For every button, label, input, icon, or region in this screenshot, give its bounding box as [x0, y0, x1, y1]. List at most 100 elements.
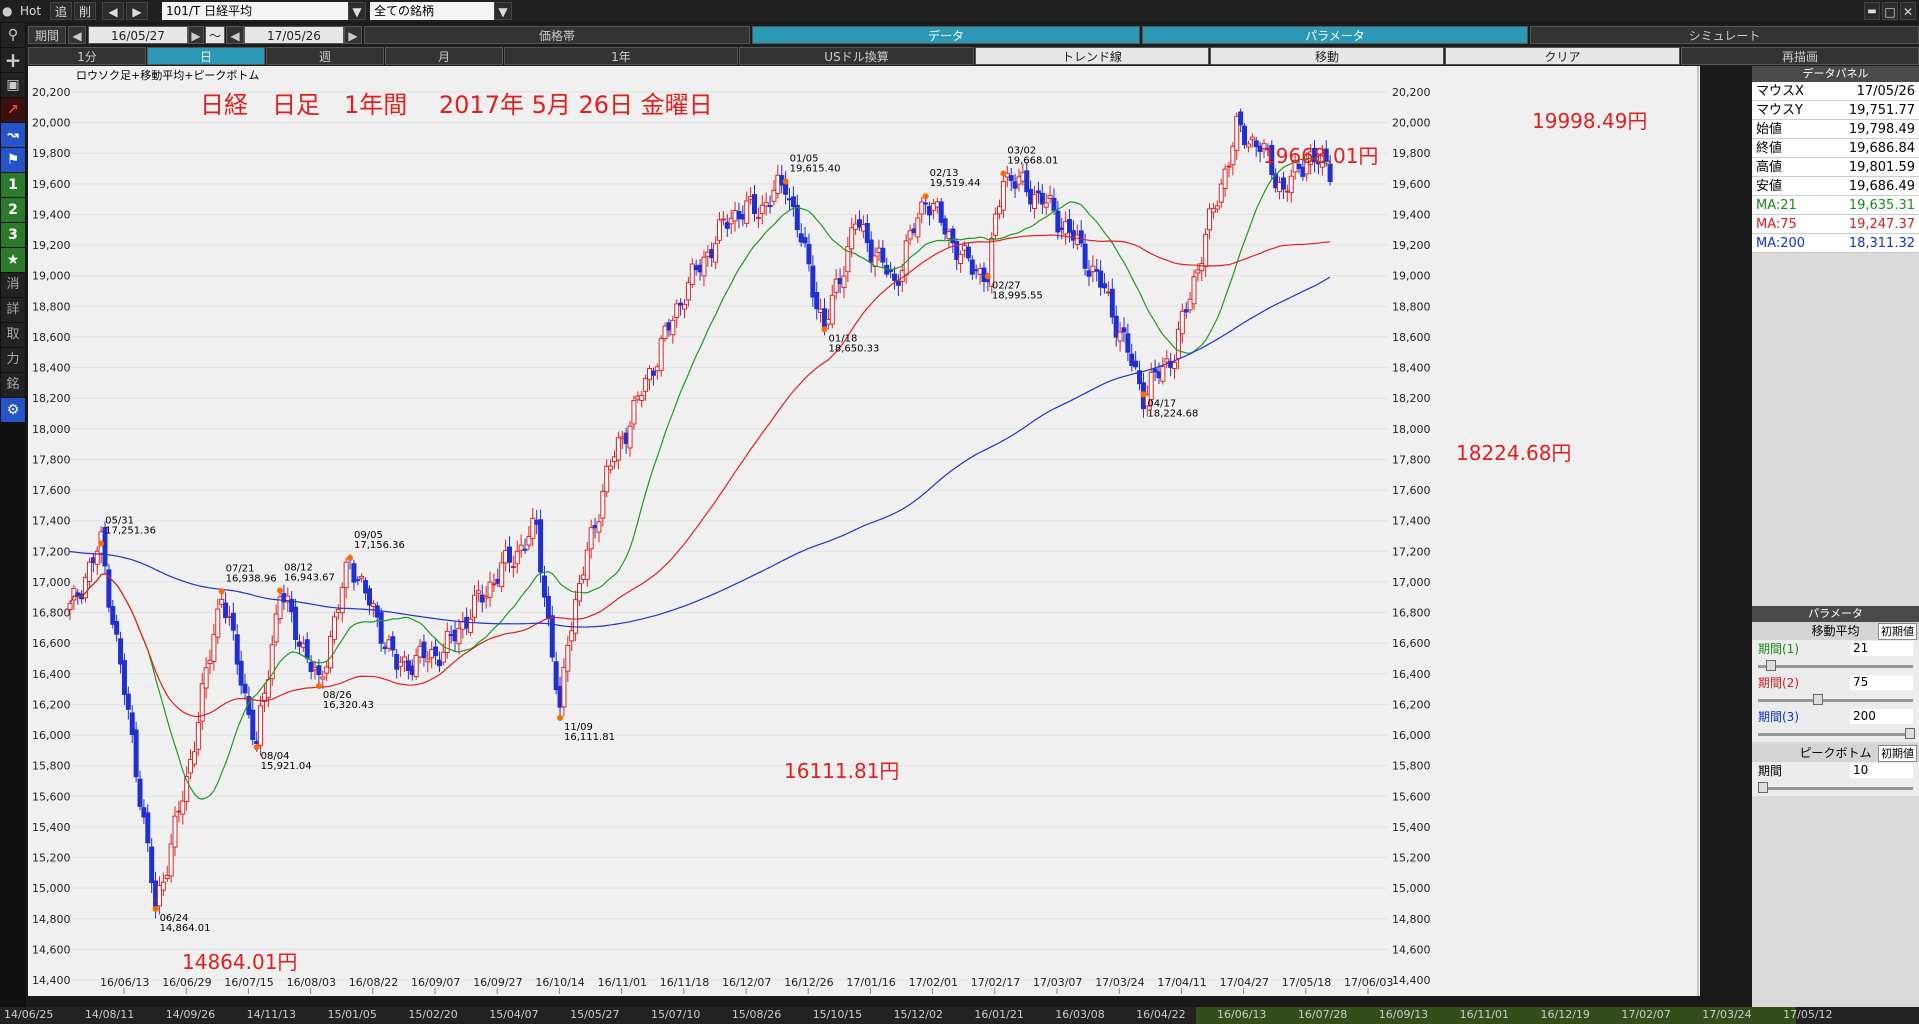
candle-body — [596, 521, 602, 533]
x-tick-label: 17/06/03 — [1344, 976, 1393, 989]
star-button[interactable]: ★ — [1, 248, 25, 272]
camera-icon[interactable]: ▣ — [1, 73, 25, 97]
usd-button[interactable]: USドル換算 — [739, 47, 974, 65]
ma21-line — [69, 157, 1331, 800]
ma-init-button[interactable]: 初期値 — [1878, 623, 1917, 640]
symbol-button[interactable]: 銘 — [1, 373, 25, 397]
date-to-input[interactable]: 17/05/26 — [244, 26, 344, 44]
candle-body — [969, 259, 975, 275]
search-icon[interactable]: ⚲ — [1, 23, 25, 47]
close-button[interactable]: ✕ — [1900, 2, 1916, 20]
candle-body — [67, 602, 73, 610]
tsui-button[interactable]: 追 — [50, 2, 72, 20]
tab-monthly[interactable]: 月 — [385, 47, 503, 65]
input-button[interactable]: 力 — [1, 348, 25, 372]
candle-body — [806, 243, 812, 265]
pb-period-slider[interactable] — [1752, 780, 1919, 796]
candle-body — [541, 575, 547, 598]
candle-body — [102, 526, 108, 567]
candle-body — [993, 213, 999, 236]
from-next-button[interactable]: ▶ — [188, 26, 204, 44]
preset-1-button[interactable]: 1 — [1, 173, 25, 197]
y-tick-label-left: 18,200 — [32, 392, 71, 405]
detail-button[interactable]: 詳 — [1, 298, 25, 322]
candle-body — [561, 666, 567, 708]
period2-input[interactable]: 75 — [1850, 675, 1913, 690]
peak-marker — [1000, 170, 1007, 177]
period3-input[interactable]: 200 — [1850, 709, 1913, 724]
candle-body — [1183, 309, 1189, 313]
flag-icon[interactable]: ⚑ — [1, 148, 25, 172]
annot-march-peak: 19668.01円 — [1263, 144, 1378, 168]
settings-gear-icon[interactable]: ⚙ — [1, 398, 25, 422]
tab-data[interactable]: データ — [752, 26, 1140, 44]
data-row-close: 終値 19,686.84 — [1752, 139, 1919, 158]
candle-body — [810, 265, 816, 298]
tab-parameter[interactable]: パラメータ — [1142, 26, 1528, 44]
period1-input[interactable]: 21 — [1850, 641, 1913, 656]
tab-simulate[interactable]: シミュレート — [1530, 26, 1919, 44]
symbol-input[interactable]: 101/T 日経平均 — [162, 2, 348, 20]
candle-body — [1000, 180, 1006, 211]
pb-period-input[interactable]: 10 — [1850, 763, 1913, 778]
bottom-navigator[interactable]: 14/06/25 14/08/11 14/09/26 14/11/13 15/01/05… — [0, 1007, 1919, 1024]
pb-init-button[interactable]: 初期値 — [1878, 745, 1917, 762]
y-tick-label-right: 15,400 — [1392, 821, 1431, 834]
chart-area[interactable]: 14,400 14,400 14,600 14,600 14,800 14,800 15,0… — [28, 66, 1700, 996]
sakujo-button[interactable]: 削 — [74, 2, 96, 20]
preset-2-button[interactable]: 2 — [1, 198, 25, 222]
erase-button[interactable]: 消 — [1, 273, 25, 297]
move-button[interactable]: 移動 — [1210, 47, 1444, 65]
candle-body — [285, 595, 291, 603]
minimize-button[interactable]: ▬ — [1864, 2, 1880, 20]
filter-dropdown-icon[interactable]: ▼ — [494, 2, 512, 20]
candle-body — [339, 586, 345, 614]
data-panel-rows: マウスX 17/05/26 マウスY 19,751.77 始値 19,798.49 終… — [1752, 82, 1919, 253]
next-symbol-button[interactable]: ▶ — [126, 2, 148, 20]
tab-weekly[interactable]: 週 — [266, 47, 384, 65]
chart-subtitle: ロウソク足+移動平均+ピークボトム — [76, 68, 259, 82]
candle-body — [744, 200, 750, 224]
period3-slider[interactable] — [1752, 726, 1919, 742]
filter-select[interactable]: 全ての銘柄 — [370, 2, 494, 20]
trendline-button[interactable]: トレンド線 — [975, 47, 1209, 65]
candlestick-chart[interactable]: 14,400 14,400 14,600 14,600 14,800 14,800 15,0… — [28, 66, 1700, 996]
prev-symbol-button[interactable]: ◀ — [102, 2, 124, 20]
candle-body — [1008, 175, 1014, 181]
from-prev-button[interactable]: ◀ — [68, 26, 86, 44]
to-next-button[interactable]: ▶ — [344, 26, 362, 44]
x-tick-label: 16/11/18 — [660, 976, 709, 989]
navigator-selection[interactable] — [1196, 1007, 1796, 1024]
tab-daily[interactable]: 日 — [147, 47, 265, 65]
chart-line-icon[interactable]: ↗ — [1, 98, 25, 122]
plus-icon[interactable]: + — [1, 48, 25, 72]
clear-button[interactable]: クリア — [1445, 47, 1680, 65]
annot-june-bottom: 14864.01円 — [182, 950, 297, 974]
hot-button[interactable]: Hot — [20, 4, 42, 18]
period2-slider[interactable] — [1752, 692, 1919, 708]
period1-slider[interactable] — [1752, 658, 1919, 674]
candle-body — [1179, 310, 1185, 335]
symbol-dropdown-icon[interactable]: ▼ — [348, 2, 366, 20]
param-title: パラメータ — [1752, 606, 1919, 622]
candle-body — [1012, 181, 1018, 189]
tab-1year[interactable]: 1年 — [504, 47, 738, 65]
y-tick-label-left: 17,200 — [32, 545, 71, 558]
candle-body — [510, 565, 516, 568]
tilde-label: ～ — [205, 26, 225, 44]
candle-body — [907, 230, 913, 240]
y-tick-label-left: 15,200 — [32, 852, 71, 865]
bulb-icon[interactable]: ● — [2, 4, 13, 18]
date-from-input[interactable]: 16/05/27 — [88, 26, 188, 44]
preset-3-button[interactable]: 3 — [1, 223, 25, 247]
chart-compare-icon[interactable]: ↝ — [1, 123, 25, 147]
redraw-button[interactable]: 再描画 — [1681, 47, 1919, 65]
trade-button[interactable]: 取 — [1, 323, 25, 347]
to-prev-button[interactable]: ◀ — [226, 26, 244, 44]
candle-body — [915, 217, 921, 238]
tab-price-band[interactable]: 価格帯 — [364, 26, 750, 44]
candle-body — [440, 651, 446, 663]
maximize-button[interactable]: □ — [1882, 2, 1898, 20]
tab-1min[interactable]: 1分 — [28, 47, 146, 65]
navigator-date-label: 14/09/26 — [165, 1008, 216, 1021]
